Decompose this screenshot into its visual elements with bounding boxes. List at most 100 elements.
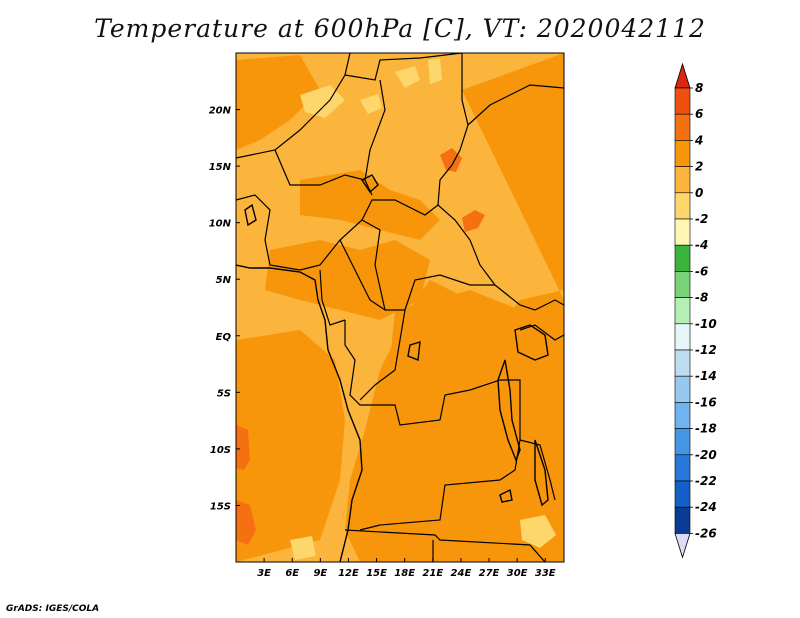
border-line (344, 320, 471, 426)
colorbar-bottom-arrow (674, 533, 691, 559)
y-tick-label: 5S (217, 388, 231, 399)
field-region-congo (380, 290, 530, 520)
colorbar-label: -22 (695, 474, 717, 488)
border-line (299, 199, 439, 271)
colorbar-swatch (674, 113, 691, 141)
y-tick-label: 20N (209, 106, 232, 117)
field-region-central (265, 240, 430, 320)
border-line (236, 194, 301, 271)
colorbar-swatch (674, 506, 691, 534)
field-warm-patch-car (462, 210, 485, 232)
colorbar-label: -18 (695, 422, 717, 436)
page-title: Temperature at 600hPa [C], VT: 202004211… (94, 14, 706, 43)
colorbar-swatch (674, 218, 691, 246)
colorbar-label: -8 (695, 291, 708, 305)
field-cool-patch-sahara-3 (428, 58, 442, 84)
lake-kivu (407, 341, 421, 361)
country-borders (236, 53, 564, 562)
x-tick-label: 33E (535, 568, 556, 579)
y-tick-label: 15S (210, 501, 231, 512)
colorbar-swatch (674, 192, 691, 220)
coastlines (236, 174, 549, 562)
colorbar-swatch (674, 375, 691, 403)
border-line (494, 284, 564, 311)
colorbar-label: 0 (695, 186, 703, 200)
colorbar-swatch (674, 271, 691, 298)
field-region-west-coast (236, 330, 345, 562)
border-line (274, 149, 366, 186)
colorbar-label: -10 (695, 317, 717, 331)
colorbar-label: -26 (695, 526, 717, 540)
colorbar-label: -24 (695, 500, 717, 514)
border-line (359, 309, 406, 401)
lake-chad (360, 174, 379, 194)
field-region-north-west (236, 55, 320, 150)
colorbar-swatch (674, 323, 691, 351)
x-tick-label: 21E (422, 568, 443, 579)
x-tick-label: 15E (366, 568, 387, 579)
colorbar-swatch (674, 140, 691, 167)
x-tick-label: 6E (285, 568, 299, 579)
border-line (519, 324, 564, 341)
field-cool-patch-tibesti (360, 94, 382, 114)
x-tick-label: 12E (338, 568, 359, 579)
border-line (361, 219, 386, 311)
field-warm-patch-chad (440, 148, 462, 172)
colorbar-swatch (674, 349, 691, 377)
colorbar-label: -20 (695, 448, 717, 462)
field-warm-patch-namibia-coast (236, 500, 256, 545)
field-warm-patch-angola-coast (236, 425, 250, 470)
y-axis: 15S 10S 5S EQ 5N 10N 15N 20N (209, 106, 240, 512)
colorbar-label: 2 (695, 160, 703, 174)
colorbar-swatch (674, 244, 691, 272)
colorbar-label: 6 (695, 107, 703, 121)
lake-tanganyika (497, 359, 521, 462)
colorbar-swatch (674, 166, 691, 194)
colorbar-label: -16 (695, 395, 717, 409)
x-tick-label: 18E (394, 568, 415, 579)
colorbar: 8 6 4 2 0 -2 -4 -6 -8 -10 -12 -14 -16 -18 -20 -22 -24 -26 (674, 62, 717, 559)
colorbar-label: -2 (695, 212, 708, 226)
border-line (344, 529, 546, 562)
border-line (437, 53, 496, 286)
colorbar-swatch (674, 480, 691, 508)
x-tick-label: 24E (451, 568, 472, 579)
lake-malawi (534, 439, 549, 507)
x-tick-label: 27E (479, 568, 500, 579)
border-line (359, 379, 521, 531)
y-tick-label: 15N (209, 162, 232, 173)
x-tick-label: 9E (313, 568, 327, 579)
y-tick-label: 10N (209, 219, 232, 230)
colorbar-label: -6 (695, 264, 708, 278)
temperature-field (236, 53, 564, 562)
coastline (236, 264, 363, 562)
field-cool-patch-sahara-2 (395, 66, 420, 88)
lake-volta (244, 203, 257, 227)
colorbar-top-arrow (674, 62, 691, 89)
x-tick-label: 3E (257, 568, 271, 579)
border-line (519, 439, 556, 501)
colorbar-label: -14 (695, 369, 717, 383)
colorbar-label: -4 (695, 238, 708, 252)
border-line (467, 84, 564, 126)
colorbar-swatch (674, 402, 691, 429)
colorbar-swatch (674, 297, 691, 325)
y-tick-label: 10S (210, 445, 231, 456)
x-axis: 3E 6E 9E 12E 15E 18E 21E 24E 27E 30E 33E (257, 558, 556, 579)
lake-victoria (514, 324, 549, 361)
border-line (236, 53, 351, 159)
y-tick-label: EQ (216, 332, 232, 343)
credit-text: GrADS: IGES/COLA (6, 604, 100, 614)
map-frame (235, 52, 565, 563)
border-line (364, 79, 386, 196)
y-tick-label: 5N (216, 275, 232, 286)
x-tick-label: 30E (507, 568, 528, 579)
lake-bangweulu (499, 488, 513, 503)
border-line (344, 53, 463, 81)
colorbar-swatch (674, 454, 691, 482)
field-cool-patch-zambia (520, 515, 556, 548)
colorbar-label: 4 (694, 133, 703, 147)
colorbar-label: -12 (695, 343, 717, 357)
border-line (319, 269, 346, 326)
